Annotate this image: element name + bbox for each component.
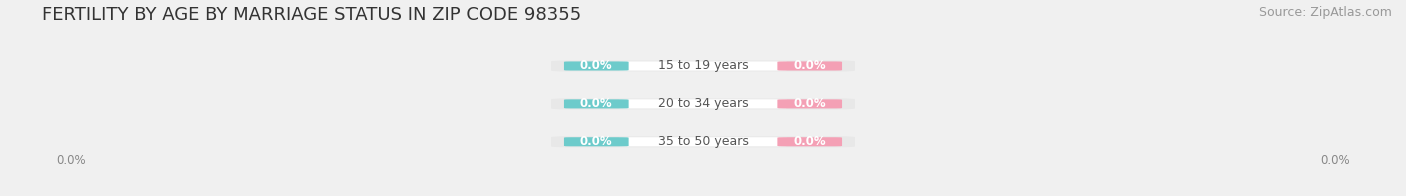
Text: 0.0%: 0.0% [579,60,613,73]
FancyBboxPatch shape [551,98,855,109]
Text: 35 to 50 years: 35 to 50 years [658,135,748,148]
FancyBboxPatch shape [778,137,842,146]
Text: 0.0%: 0.0% [793,60,827,73]
Text: 0.0%: 0.0% [1320,154,1350,167]
Text: 0.0%: 0.0% [579,97,613,110]
Text: Source: ZipAtlas.com: Source: ZipAtlas.com [1258,6,1392,19]
Text: 15 to 19 years: 15 to 19 years [658,60,748,73]
Text: FERTILITY BY AGE BY MARRIAGE STATUS IN ZIP CODE 98355: FERTILITY BY AGE BY MARRIAGE STATUS IN Z… [42,6,582,24]
FancyBboxPatch shape [564,99,628,108]
FancyBboxPatch shape [551,61,855,72]
Text: 0.0%: 0.0% [56,154,86,167]
FancyBboxPatch shape [778,61,842,71]
FancyBboxPatch shape [778,99,842,108]
Text: 0.0%: 0.0% [579,135,613,148]
FancyBboxPatch shape [619,61,787,71]
Text: 0.0%: 0.0% [793,135,827,148]
FancyBboxPatch shape [619,137,787,146]
Text: 0.0%: 0.0% [793,97,827,110]
FancyBboxPatch shape [564,61,628,71]
FancyBboxPatch shape [564,137,628,146]
FancyBboxPatch shape [619,99,787,108]
Text: 20 to 34 years: 20 to 34 years [658,97,748,110]
FancyBboxPatch shape [551,136,855,147]
